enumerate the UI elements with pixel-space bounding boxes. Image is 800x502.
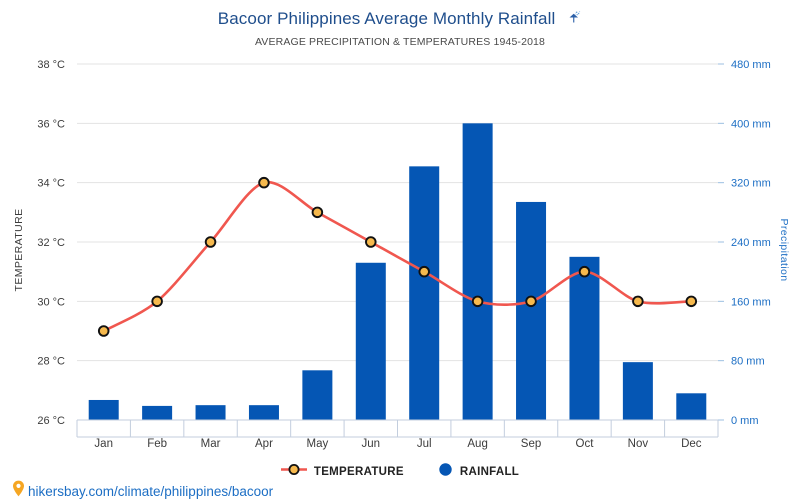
temperature-point-jan[interactable] <box>97 325 110 337</box>
chart-plot-area: 26 °C 28 °C 30 °C 32 °C 34 °C 36 °C 38 °C 0 mm… <box>13 59 790 450</box>
left-tick-label: 26 °C <box>37 415 65 427</box>
right-tick-label: 0 mm <box>731 415 759 427</box>
rainfall-legend-icon <box>438 462 453 482</box>
chart-title-text: Bacoor Philippines Average Monthly Rainf… <box>217 9 556 28</box>
legend-label-rainfall: RAINFALL <box>459 466 520 478</box>
x-axis-label-jun: Jun <box>362 438 381 450</box>
temperature-point-sep[interactable] <box>525 295 537 308</box>
bar-jun[interactable] <box>355 262 386 420</box>
temperature-point-feb[interactable] <box>151 295 163 308</box>
bar-nov[interactable] <box>622 362 653 420</box>
left-tick-label: 30 °C <box>37 296 65 308</box>
bar-oct[interactable] <box>569 256 600 420</box>
location-pin-icon <box>12 480 25 502</box>
right-axis-ticks: 0 mm 80 mm 160 mm 240 mm 320 mm 400 mm 480 mm <box>718 59 771 427</box>
right-tick-label: 320 mm <box>731 178 771 190</box>
bar-mar[interactable] <box>195 405 226 420</box>
x-axis-label-nov: Nov <box>628 438 649 450</box>
right-tick-label: 400 mm <box>731 118 771 130</box>
temperature-point-apr[interactable] <box>258 176 270 189</box>
temperature-point-aug[interactable] <box>471 295 484 308</box>
right-tick-label: 160 mm <box>731 296 771 308</box>
source-footer[interactable]: hikersbay.com/climate/philippines/bacoor <box>12 480 273 502</box>
chart-legend: TEMPERATURE RAINFALL <box>0 462 800 482</box>
right-axis-title: Precipitation <box>778 219 790 282</box>
x-axis-label-jan: Jan <box>94 438 113 450</box>
temperature-point-dec[interactable] <box>685 295 698 308</box>
bar-apr[interactable] <box>248 405 279 420</box>
rain-cloud-icon <box>565 10 582 31</box>
x-axis-label-aug: Aug <box>467 438 487 450</box>
bar-jul[interactable] <box>409 166 440 420</box>
right-tick-label: 240 mm <box>731 237 771 249</box>
temperature-legend-icon <box>280 463 307 481</box>
left-tick-label: 38 °C <box>37 59 65 71</box>
temperature-line <box>102 180 693 333</box>
bar-jan[interactable] <box>88 399 119 420</box>
temperature-point-oct[interactable] <box>578 265 591 278</box>
rainfall-bars <box>88 123 707 420</box>
temperature-point-nov[interactable] <box>632 295 644 308</box>
bar-feb[interactable] <box>142 405 173 420</box>
x-axis-label-jul: Jul <box>417 438 432 450</box>
bar-aug[interactable] <box>462 123 493 420</box>
left-axis-ticks: 26 °C 28 °C 30 °C 32 °C 34 °C 36 °C 38 °C <box>37 59 65 427</box>
x-axis-label-may: May <box>307 438 329 450</box>
x-axis-label-apr: Apr <box>255 438 273 450</box>
right-tick-label: 80 mm <box>731 356 765 368</box>
x-axis-label-dec: Dec <box>681 438 702 450</box>
source-url[interactable]: hikersbay.com/climate/philippines/bacoor <box>28 483 274 499</box>
left-tick-label: 36 °C <box>37 118 65 130</box>
legend-label-temperature: TEMPERATURE <box>313 466 404 478</box>
temperature-point-jun[interactable] <box>365 236 377 248</box>
temperature-point-mar[interactable] <box>204 236 217 248</box>
x-axis-label-mar: Mar <box>201 438 221 450</box>
gridlines <box>77 63 718 421</box>
right-tick-label: 480 mm <box>731 59 771 71</box>
x-axis-label-feb: Feb <box>147 438 167 450</box>
page-title: Bacoor Philippines Average Monthly Rainf… <box>0 9 800 31</box>
legend-item-temperature[interactable]: TEMPERATURE <box>280 463 404 481</box>
temperature-point-may[interactable] <box>311 206 324 219</box>
bar-may[interactable] <box>302 370 333 420</box>
left-tick-label: 34 °C <box>37 178 65 190</box>
x-axis: Jan Feb Mar Apr May Jun Jul Aug Sep Oct Nov Dec <box>76 419 719 450</box>
left-tick-label: 32 °C <box>37 237 65 249</box>
bar-dec[interactable] <box>676 393 707 420</box>
bar-sep[interactable] <box>516 201 547 420</box>
temperature-point-jul[interactable] <box>418 265 430 278</box>
left-tick-label: 28 °C <box>37 356 65 368</box>
x-axis-label-oct: Oct <box>576 438 595 450</box>
left-axis-title: TEMPERATURE <box>13 209 25 292</box>
temperature-line-path <box>102 180 693 333</box>
x-axis-label-sep: Sep <box>521 438 541 450</box>
chart-subtitle: AVERAGE PRECIPITATION & TEMPERATURES 194… <box>254 36 546 48</box>
legend-item-rainfall[interactable]: RAINFALL <box>438 462 519 482</box>
temperature-markers <box>97 176 698 337</box>
